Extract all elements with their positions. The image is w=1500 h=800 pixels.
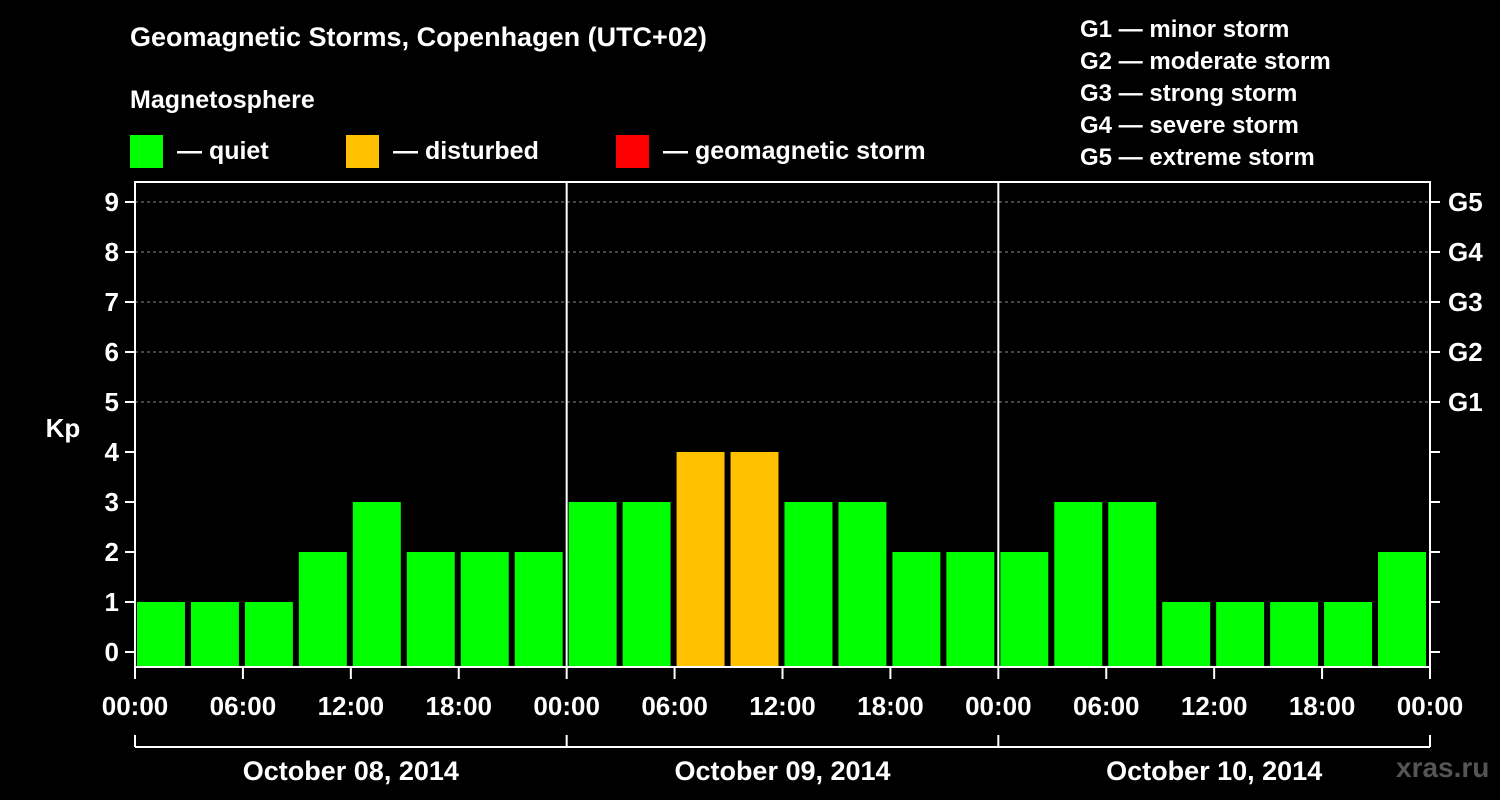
legend-label-disturbed: — disturbed	[393, 136, 539, 165]
kp-bar	[1000, 552, 1049, 667]
legend-swatch-quiet	[130, 134, 163, 168]
storm-level-legend: G1 — minor storm G2 — moderate storm G3 …	[1080, 14, 1331, 174]
legend-disturbed: — disturbed	[346, 134, 539, 168]
y-tick-label: 5	[105, 387, 119, 417]
x-tick-label: 00:00	[965, 691, 1032, 721]
kp-bar	[1162, 602, 1211, 667]
x-tick-label: 00:00	[1397, 691, 1464, 721]
kp-bar	[1216, 602, 1265, 667]
g-level-label: G1	[1448, 387, 1483, 417]
legend-swatch-disturbed	[346, 134, 379, 168]
y-tick-label: 0	[105, 637, 119, 667]
g-level-label: G5	[1448, 187, 1483, 217]
storm-level-g3: G3 — strong storm	[1080, 80, 1298, 107]
kp-bar	[1324, 602, 1373, 667]
y-tick-label: 6	[105, 337, 119, 367]
y-tick-label: 9	[105, 187, 119, 217]
y-tick-label: 4	[105, 437, 120, 467]
x-tick-label: 06:00	[641, 691, 708, 721]
kp-bar	[460, 552, 509, 667]
kp-bar	[406, 552, 455, 667]
legend-quiet: — quiet	[130, 134, 269, 168]
kp-bar	[730, 452, 779, 667]
y-tick-label: 8	[105, 237, 119, 267]
storm-level-g5: G5 — extreme storm	[1080, 144, 1315, 171]
x-tick-label: 00:00	[533, 691, 600, 721]
kp-bar	[1378, 552, 1426, 667]
x-tick-label: 06:00	[210, 691, 277, 721]
g-level-label: G4	[1448, 237, 1483, 267]
kp-bar	[838, 502, 887, 667]
date-label: October 08, 2014	[243, 756, 459, 786]
kp-bar	[514, 552, 563, 667]
kp-bar	[946, 552, 995, 667]
g-level-label: G3	[1448, 287, 1483, 317]
x-tick-label: 00:00	[102, 691, 169, 721]
x-tick-label: 18:00	[426, 691, 493, 721]
x-tick-label: 12:00	[318, 691, 385, 721]
storm-level-g4: G4 — severe storm	[1080, 112, 1299, 139]
watermark: xras.ru	[1396, 752, 1490, 783]
date-label: October 10, 2014	[1106, 756, 1322, 786]
date-label: October 09, 2014	[674, 756, 890, 786]
kp-bar	[1108, 502, 1157, 667]
kp-bar	[892, 552, 941, 667]
x-tick-label: 12:00	[1181, 691, 1248, 721]
kp-bar	[244, 602, 293, 667]
kp-bar	[1270, 602, 1319, 667]
legend-swatch-storm	[616, 134, 649, 168]
kp-bar	[568, 502, 617, 667]
x-tick-label: 06:00	[1073, 691, 1140, 721]
x-tick-label: 18:00	[1289, 691, 1356, 721]
legend-storm: — geomagnetic storm	[616, 134, 926, 168]
y-tick-label: 7	[105, 287, 119, 317]
storm-level-g2: G2 — moderate storm	[1080, 48, 1331, 75]
y-tick-label: 1	[105, 587, 119, 617]
kp-bar	[784, 502, 833, 667]
kp-bar	[622, 502, 671, 667]
legend-label-quiet: — quiet	[177, 136, 269, 165]
chart-title: Geomagnetic Storms, Copenhagen (UTC+02)	[130, 22, 707, 52]
x-tick-label: 12:00	[749, 691, 816, 721]
kp-bar	[137, 602, 185, 667]
y-tick-label: 3	[105, 487, 119, 517]
y-tick-label: 2	[105, 537, 119, 567]
legend-label-storm: — geomagnetic storm	[663, 136, 926, 165]
storm-level-g1: G1 — minor storm	[1080, 16, 1290, 43]
kp-bar	[190, 602, 239, 667]
magnetosphere-subtitle: Magnetosphere	[130, 86, 315, 114]
kp-bar	[298, 552, 347, 667]
kp-bar	[352, 502, 401, 667]
y-axis-label: Kp	[46, 413, 81, 443]
kp-bar	[676, 452, 725, 667]
g-level-label: G2	[1448, 337, 1483, 367]
kp-bar	[1054, 502, 1103, 667]
x-tick-label: 18:00	[857, 691, 924, 721]
